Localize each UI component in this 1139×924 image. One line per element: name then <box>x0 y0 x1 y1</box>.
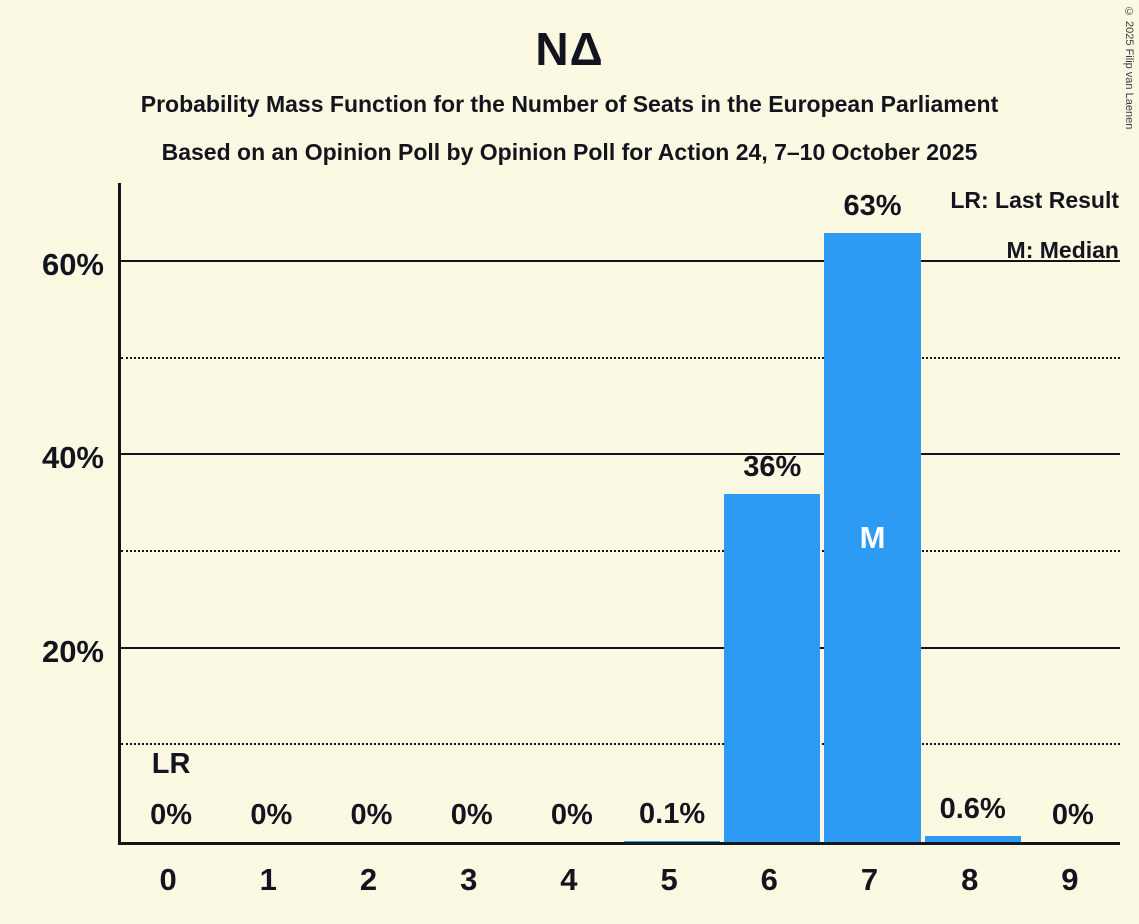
y-tick-label: 40% <box>41 440 104 476</box>
y-axis-labels: 20% 40% 60% <box>0 183 104 845</box>
bar-slot: 0.6% <box>923 183 1023 842</box>
chart-subtitle: Probability Mass Function for the Number… <box>140 91 999 117</box>
chart-subtitle-source: Based on an Opinion Poll by Opinion Poll… <box>161 139 978 165</box>
chart-title: NΔ <box>535 23 604 75</box>
bar-slot: 0% <box>221 183 321 842</box>
median-marker: M <box>859 519 886 555</box>
gridline-dotted <box>121 550 1120 553</box>
x-tick-label: 4 <box>560 862 578 897</box>
legend-median: M: Median <box>1006 237 1119 263</box>
bar-slot: 0% LR <box>121 183 221 842</box>
bar-value-label: 0% <box>450 799 493 831</box>
x-tick-label: 6 <box>760 862 778 897</box>
last-result-marker: LR <box>151 748 191 781</box>
bar-value-label: 0.1% <box>639 798 706 831</box>
x-tick-label: 3 <box>460 862 478 897</box>
x-tick-label: 0 <box>159 862 177 897</box>
bar-slot: 0% <box>321 183 421 842</box>
y-tick-label: 20% <box>41 633 104 669</box>
bar-value-label: 63% <box>843 190 902 223</box>
bar-seats-7: M <box>824 233 921 842</box>
bar-value-label: 0% <box>1051 799 1094 831</box>
bar-seats-5 <box>624 841 721 842</box>
x-tick-label: 8 <box>961 862 979 897</box>
bar-slot: 0% <box>1023 183 1123 842</box>
x-tick-label: 5 <box>660 862 678 897</box>
bar-value-label: 0% <box>250 799 293 831</box>
legend: LR: Last Result M: Median <box>950 187 1119 264</box>
plot-area: 0% LR 0% 0% 0% 0% 0.1% 36% M 63% 0.6% 0% <box>118 183 1120 845</box>
x-axis-labels: 0 1 2 3 4 5 6 7 8 9 <box>118 862 1120 907</box>
gridline-solid <box>121 453 1120 456</box>
bar-slot: 0.1% <box>622 183 722 842</box>
bar-value-label: 36% <box>743 451 802 484</box>
bar-slot: M 63% <box>822 183 922 842</box>
bar-seats-8 <box>924 836 1021 842</box>
bar-value-label: 0% <box>550 799 593 831</box>
x-tick-label: 9 <box>1061 862 1079 897</box>
legend-last-result: LR: Last Result <box>950 187 1119 213</box>
x-tick-label: 1 <box>259 862 277 897</box>
bar-slot: 36% <box>722 183 822 842</box>
x-tick-label: 7 <box>860 862 879 897</box>
copyright-note: © 2025 Filip van Laenen <box>1123 6 1135 130</box>
bar-value-label: 0.6% <box>939 793 1006 826</box>
bar-slot: 0% <box>522 183 622 842</box>
gridline-solid <box>121 260 1120 263</box>
gridline-solid <box>121 646 1120 649</box>
y-tick-label: 60% <box>41 247 104 283</box>
bar-seats-6 <box>724 494 821 842</box>
bar-value-label: 0% <box>150 799 193 831</box>
gridline-dotted <box>121 356 1120 359</box>
bar-slot: 0% <box>422 183 522 842</box>
bar-value-label: 0% <box>350 799 393 831</box>
gridline-dotted <box>121 743 1120 746</box>
x-tick-label: 2 <box>359 862 378 897</box>
